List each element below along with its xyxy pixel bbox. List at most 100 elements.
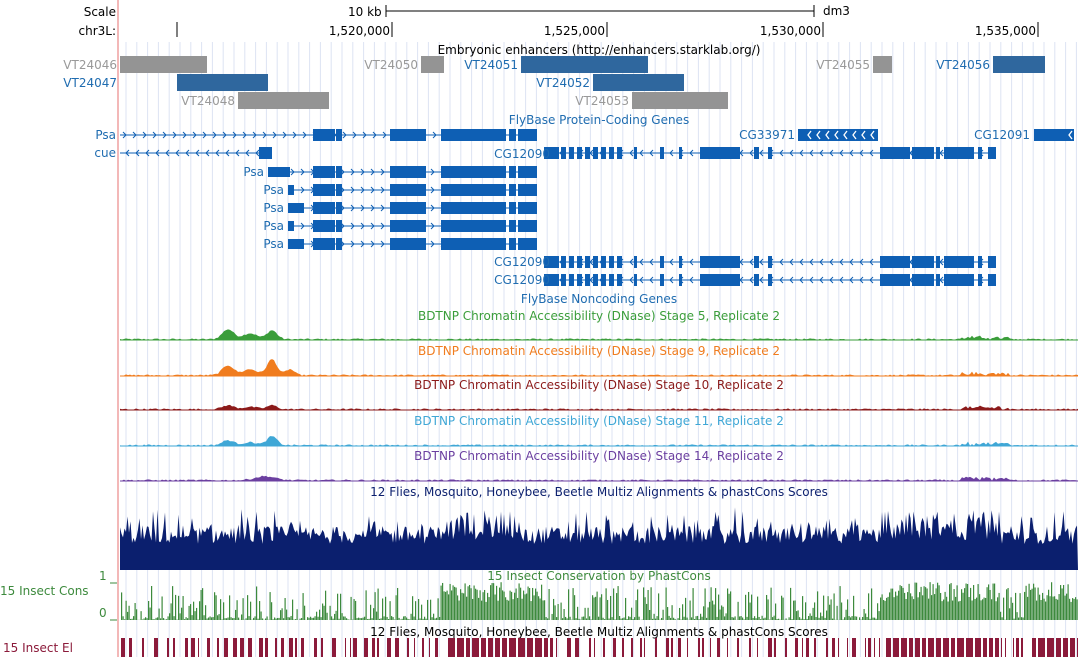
strand-arrow xyxy=(380,222,385,230)
cons-bar xyxy=(877,603,879,620)
cons-bar xyxy=(130,618,132,620)
strand-arrow xyxy=(799,276,804,284)
cons-bar xyxy=(463,593,465,620)
exon xyxy=(544,274,559,286)
gene-label-psa-3[interactable]: Psa xyxy=(263,183,284,197)
enhancer-label-vt24046[interactable]: VT24046 xyxy=(63,58,117,72)
gene-label-cg12091[interactable]: CG12091 xyxy=(974,128,1030,142)
enhancer-label-vt24053[interactable]: VT24053 xyxy=(575,94,629,108)
cons-bar xyxy=(220,599,222,620)
gene-label-cg12090-2[interactable]: CG12090 xyxy=(494,255,550,269)
enhancer-label-vt24055[interactable]: VT24055 xyxy=(816,58,870,72)
gene-label-psa-4[interactable]: Psa xyxy=(263,201,284,215)
cons-bar xyxy=(221,619,223,620)
cons-bar xyxy=(343,616,345,620)
element-block xyxy=(802,638,803,657)
gene-label-cg12090-3[interactable]: CG12090 xyxy=(494,273,550,287)
gene-label-psa-5[interactable]: Psa xyxy=(263,219,284,233)
cons-bar xyxy=(1055,598,1057,620)
cons-bar xyxy=(311,617,313,620)
strand-arrow xyxy=(360,204,365,212)
cons-bar xyxy=(791,619,793,620)
multiz-signal[interactable] xyxy=(0,498,1078,570)
enhancer-bar-vt24048[interactable] xyxy=(238,92,329,109)
enhancer-label-vt24051[interactable]: VT24051 xyxy=(464,58,518,72)
enhancer-bar-vt24046[interactable] xyxy=(120,56,207,73)
strand-arrow xyxy=(132,131,137,139)
cons-bar xyxy=(637,589,639,620)
enhancer-bar-vt24055[interactable] xyxy=(873,56,892,73)
gene-label-psa[interactable]: Psa xyxy=(95,128,116,142)
cons-bar xyxy=(344,616,346,620)
cons-side-label[interactable]: 15 Insect Cons xyxy=(0,584,89,598)
enhancer-bar-vt24051[interactable] xyxy=(521,56,648,73)
cons-bar xyxy=(458,600,460,620)
cons-bar xyxy=(836,605,838,620)
exon xyxy=(561,256,566,268)
cons-signal[interactable] xyxy=(0,582,1078,622)
enhancer-bar-vt24052[interactable] xyxy=(593,74,684,91)
cons-bar xyxy=(473,585,475,620)
cons-bar xyxy=(782,597,784,620)
cons-bar xyxy=(632,618,634,620)
enhancer-bar-vt24056[interactable] xyxy=(993,56,1045,73)
enhancer-label-vt24048[interactable]: VT24048 xyxy=(181,94,235,108)
strand-arrow xyxy=(843,130,848,140)
cons-bar xyxy=(997,597,999,620)
element-block xyxy=(847,638,848,657)
cons-bar xyxy=(434,618,436,620)
gene-label-cg12090[interactable]: CG12090 xyxy=(494,147,550,161)
elements-track[interactable] xyxy=(0,638,1078,657)
enhancer-label-vt24050[interactable]: VT24050 xyxy=(364,58,418,72)
element-block xyxy=(622,638,624,657)
enhancer-bar-vt24053[interactable] xyxy=(632,92,728,109)
strand-arrow xyxy=(789,276,794,284)
cons-bar xyxy=(289,617,291,620)
exon xyxy=(936,274,940,286)
cons-bar xyxy=(673,617,675,620)
cons-bar xyxy=(397,587,399,620)
cons-bar xyxy=(155,617,157,620)
cons-bar xyxy=(331,616,333,620)
exon xyxy=(509,166,516,178)
exon xyxy=(518,166,537,178)
cons-bar xyxy=(778,618,780,620)
cons-bar xyxy=(158,608,160,620)
gene-label-cg33971[interactable]: CG33971 xyxy=(739,128,795,142)
cons-bar xyxy=(811,615,813,620)
cons-bar xyxy=(949,584,951,620)
enhancer-label-vt24047[interactable]: VT24047 xyxy=(63,76,117,90)
enhancer-label-vt24052[interactable]: VT24052 xyxy=(536,76,590,90)
gene-label-psa-2[interactable]: Psa xyxy=(243,165,264,179)
cons-bar xyxy=(845,609,847,620)
cons-bar xyxy=(1069,598,1071,620)
cons-bar xyxy=(544,600,546,620)
cons-bar xyxy=(967,583,969,620)
cons-bar xyxy=(125,600,127,620)
enhancer-bar-vt24050[interactable] xyxy=(421,56,444,73)
dnase-signal-tracks[interactable] xyxy=(0,300,1078,490)
elements-side-label[interactable]: 15 Insect El xyxy=(3,641,73,655)
cons-bar xyxy=(439,616,441,620)
strand-arrow xyxy=(639,276,644,284)
cons-bar xyxy=(1007,588,1009,620)
cons-bar xyxy=(689,600,691,620)
cons-bar xyxy=(140,611,142,620)
gene-label-cue[interactable]: cue xyxy=(94,146,116,160)
cons-bar xyxy=(1034,587,1036,620)
cons-bar xyxy=(326,612,328,620)
enhancer-bar-vt24047[interactable] xyxy=(177,74,268,91)
enhancer-label-vt24056[interactable]: VT24056 xyxy=(936,58,990,72)
gene-models[interactable] xyxy=(0,0,1078,300)
cons-bar xyxy=(766,594,768,620)
multiz-track-title: 12 Flies, Mosquito, Honeybee, Beetle Mul… xyxy=(370,485,828,499)
cons-track-title: 15 Insect Conservation by PhastCons xyxy=(487,569,711,583)
cons-bar xyxy=(122,616,124,620)
gene-label-psa-6[interactable]: Psa xyxy=(263,237,284,251)
cons-bar xyxy=(190,604,192,620)
element-block xyxy=(350,638,351,657)
cons-bar xyxy=(154,619,156,620)
exon xyxy=(544,147,559,159)
cons-bar xyxy=(790,587,792,620)
